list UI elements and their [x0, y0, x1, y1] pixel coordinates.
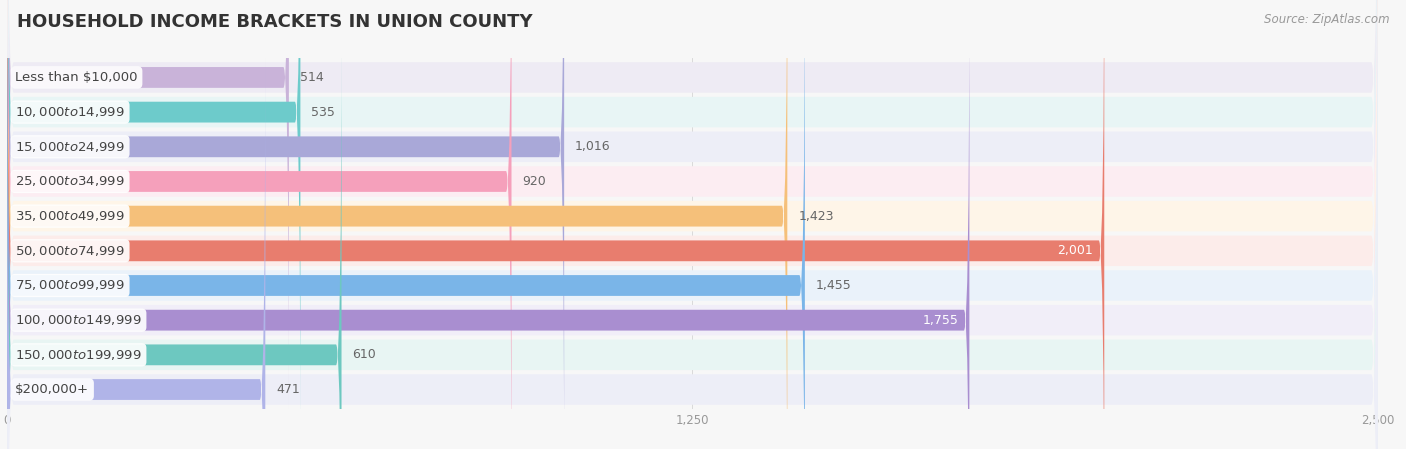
Text: $35,000 to $49,999: $35,000 to $49,999: [15, 209, 125, 223]
Text: $10,000 to $14,999: $10,000 to $14,999: [15, 105, 125, 119]
Text: HOUSEHOLD INCOME BRACKETS IN UNION COUNTY: HOUSEHOLD INCOME BRACKETS IN UNION COUNT…: [17, 13, 533, 31]
Text: 471: 471: [276, 383, 299, 396]
Text: 920: 920: [523, 175, 546, 188]
Text: 1,755: 1,755: [922, 314, 959, 327]
FancyBboxPatch shape: [7, 0, 288, 414]
FancyBboxPatch shape: [7, 0, 787, 449]
FancyBboxPatch shape: [7, 0, 1378, 449]
FancyBboxPatch shape: [7, 53, 266, 449]
Text: 610: 610: [353, 348, 377, 361]
Text: $50,000 to $74,999: $50,000 to $74,999: [15, 244, 125, 258]
FancyBboxPatch shape: [7, 0, 1104, 449]
FancyBboxPatch shape: [7, 0, 1378, 449]
Text: 1,455: 1,455: [815, 279, 852, 292]
Text: $150,000 to $199,999: $150,000 to $199,999: [15, 348, 142, 362]
Text: $100,000 to $149,999: $100,000 to $149,999: [15, 313, 142, 327]
Text: $200,000+: $200,000+: [15, 383, 89, 396]
FancyBboxPatch shape: [7, 0, 301, 449]
FancyBboxPatch shape: [7, 0, 1378, 449]
FancyBboxPatch shape: [7, 0, 1378, 449]
FancyBboxPatch shape: [7, 0, 1378, 449]
Text: 2,001: 2,001: [1057, 244, 1094, 257]
Text: Source: ZipAtlas.com: Source: ZipAtlas.com: [1264, 13, 1389, 26]
FancyBboxPatch shape: [7, 0, 804, 449]
FancyBboxPatch shape: [7, 18, 342, 449]
FancyBboxPatch shape: [7, 0, 564, 449]
FancyBboxPatch shape: [7, 0, 1378, 449]
Text: $75,000 to $99,999: $75,000 to $99,999: [15, 278, 125, 292]
FancyBboxPatch shape: [7, 0, 969, 449]
FancyBboxPatch shape: [7, 0, 1378, 449]
Text: $25,000 to $34,999: $25,000 to $34,999: [15, 175, 125, 189]
FancyBboxPatch shape: [7, 0, 512, 449]
Text: 535: 535: [311, 106, 335, 119]
Text: 514: 514: [299, 71, 323, 84]
FancyBboxPatch shape: [7, 0, 1378, 449]
FancyBboxPatch shape: [7, 0, 1378, 449]
Text: $15,000 to $24,999: $15,000 to $24,999: [15, 140, 125, 154]
Text: Less than $10,000: Less than $10,000: [15, 71, 138, 84]
Text: 1,016: 1,016: [575, 140, 610, 153]
Text: 1,423: 1,423: [799, 210, 834, 223]
FancyBboxPatch shape: [7, 0, 1378, 449]
